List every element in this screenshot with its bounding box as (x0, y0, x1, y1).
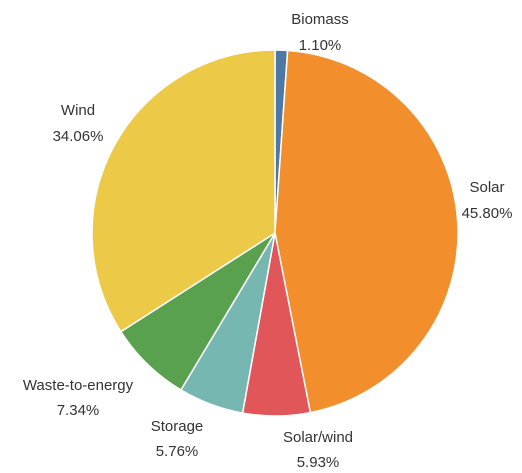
slice-value-wind: 34.06% (53, 128, 104, 145)
slice-label-waste-to-energy: Waste-to-energy (23, 377, 134, 394)
slice-value-biomass: 1.10% (299, 37, 342, 54)
slice-label-wind: Wind (61, 102, 95, 119)
slice-label-solar-wind: Solar/wind (283, 429, 353, 446)
slice-value-waste-to-energy: 7.34% (57, 402, 100, 419)
slice-value-solar-wind: 5.93% (297, 454, 340, 471)
pie-slice-wind (91, 49, 276, 333)
slice-label-biomass: Biomass (291, 11, 349, 28)
slice-label-solar: Solar (469, 179, 504, 196)
slice-value-storage: 5.76% (156, 443, 199, 460)
slice-value-solar: 45.80% (462, 205, 513, 222)
slice-label-storage: Storage (151, 418, 204, 435)
pie-labels: Biomass 1.10% Solar 45.80% Solar/wind 5.93% St… (23, 11, 513, 471)
pie-slice-solar (274, 49, 459, 414)
pie-slices (91, 49, 459, 417)
